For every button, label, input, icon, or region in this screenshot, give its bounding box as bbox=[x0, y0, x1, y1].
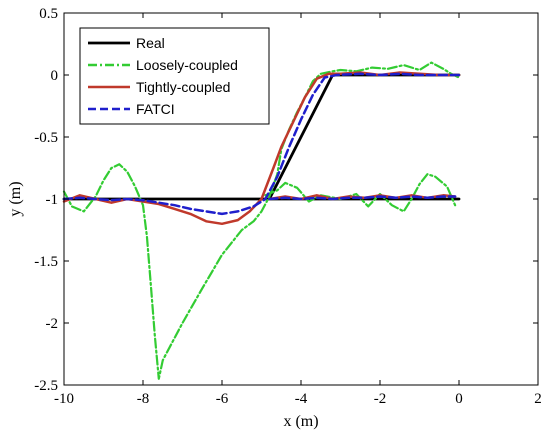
x-tick-label: -8 bbox=[137, 391, 150, 407]
y-tick-label: -1 bbox=[46, 192, 59, 208]
y-axis-label: y (m) bbox=[7, 181, 24, 216]
series-line-3 bbox=[62, 72, 461, 216]
y-tick-label: -2.5 bbox=[34, 378, 58, 394]
y-tick-label: -0.5 bbox=[34, 130, 58, 146]
x-tick-label: 2 bbox=[534, 391, 542, 407]
y-tick-label: 0.5 bbox=[39, 6, 58, 22]
series-line-1 bbox=[62, 61, 461, 380]
legend-label-3: FATCI bbox=[136, 101, 175, 117]
legend-label-2: Tightly-coupled bbox=[136, 79, 230, 95]
y-tick-label: -1.5 bbox=[34, 254, 58, 270]
axis-ticks: -10 -8 -6 -4 -2 0 2 -2.5 -2 -1.5 -1 -0.5 0 0.5 bbox=[34, 6, 542, 407]
legend-label-0: Real bbox=[136, 35, 165, 51]
y-tick-label: -2 bbox=[46, 316, 59, 332]
legend: Real Loosely-coupled Tightly-coupled FATCI bbox=[79, 27, 270, 125]
y-tick-label: 0 bbox=[51, 68, 59, 84]
x-tick-label: -10 bbox=[54, 391, 74, 407]
legend-label-1: Loosely-coupled bbox=[136, 57, 238, 73]
x-tick-label: 0 bbox=[455, 391, 463, 407]
plot-lines bbox=[62, 61, 461, 380]
x-tick-label: -2 bbox=[374, 391, 387, 407]
x-axis-label: x (m) bbox=[283, 413, 318, 430]
x-tick-label: -6 bbox=[216, 391, 229, 407]
x-tick-label: -4 bbox=[295, 391, 308, 407]
